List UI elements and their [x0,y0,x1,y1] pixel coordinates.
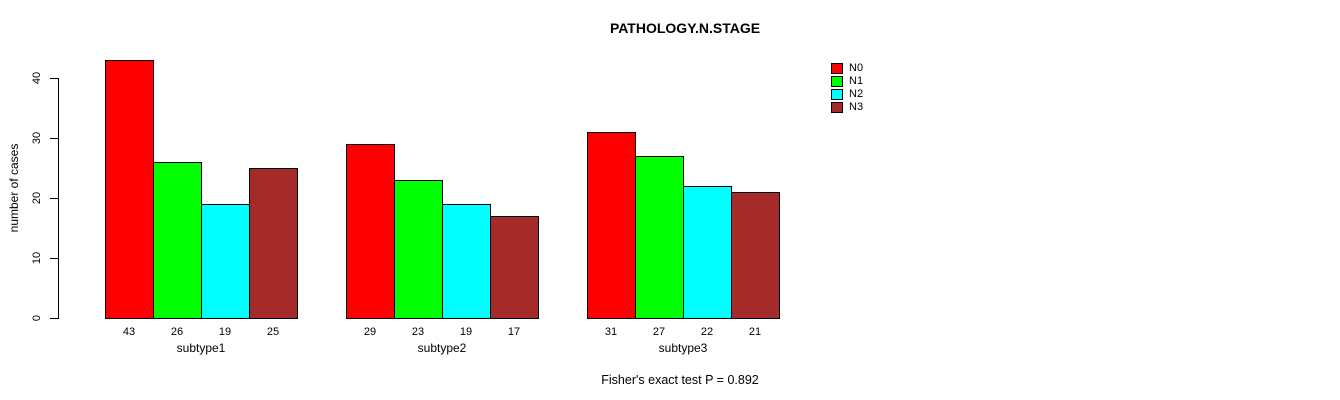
category-label-subtype2: subtype2 [417,341,467,355]
y-tick-mark [50,78,58,79]
bar-subtype1-N3 [249,168,298,319]
y-tick-label: 20 [31,191,43,205]
fisher-test-annotation: Fisher's exact test P = 0.892 [601,373,759,387]
bar-subtype2-N3 [490,216,539,319]
legend-swatch-N1 [831,76,843,87]
y-tick-label: 10 [31,251,43,265]
bar-value-label: 27 [652,326,666,338]
bar-subtype2-N0 [346,144,395,319]
legend-row-N3: N3 [831,101,863,114]
legend-swatch-N2 [831,89,843,100]
bar-value-label: 29 [363,326,377,338]
bar-subtype3-N3 [731,192,780,319]
bar-subtype3-N0 [587,132,636,319]
y-axis-label: number of cases [7,143,21,233]
chart-title: PATHOLOGY.N.STAGE [609,20,761,36]
bar-value-label: 25 [266,326,280,338]
legend-label-N0: N0 [849,62,864,74]
legend-row-N0: N0 [831,62,863,75]
bar-value-label: 23 [411,326,425,338]
y-tick-mark [50,198,58,199]
bar-value-label: 19 [218,326,232,338]
y-tick-label: 0 [31,314,43,322]
bar-subtype1-N0 [105,60,154,319]
bar-subtype1-N1 [153,162,202,319]
legend-swatch-N0 [831,63,843,74]
bar-value-label: 19 [459,326,473,338]
bar-subtype3-N2 [683,186,732,319]
bar-value-label: 17 [507,326,521,338]
y-tick-mark [50,318,58,319]
legend-label-N1: N1 [849,75,864,87]
legend-row-N2: N2 [831,88,863,101]
y-tick-label: 40 [31,71,43,85]
bar-value-label: 43 [122,326,136,338]
y-tick-mark [50,138,58,139]
bar-value-label: 26 [170,326,184,338]
bar-subtype3-N1 [635,156,684,319]
bar-value-label: 22 [700,326,714,338]
y-tick-label: 30 [31,131,43,145]
y-axis-line [58,78,59,319]
bar-subtype2-N1 [394,180,443,319]
bar-subtype2-N2 [442,204,491,319]
y-tick-mark [50,258,58,259]
legend-label-N3: N3 [849,101,864,113]
category-label-subtype3: subtype3 [658,341,708,355]
legend-row-N1: N1 [831,75,863,88]
category-label-subtype1: subtype1 [176,341,226,355]
bar-value-label: 21 [748,326,762,338]
legend: N0 N1 N2 N3 [831,62,863,114]
bar-value-label: 31 [604,326,618,338]
legend-swatch-N3 [831,102,843,113]
bar-subtype1-N2 [201,204,250,319]
legend-label-N2: N2 [849,88,864,100]
